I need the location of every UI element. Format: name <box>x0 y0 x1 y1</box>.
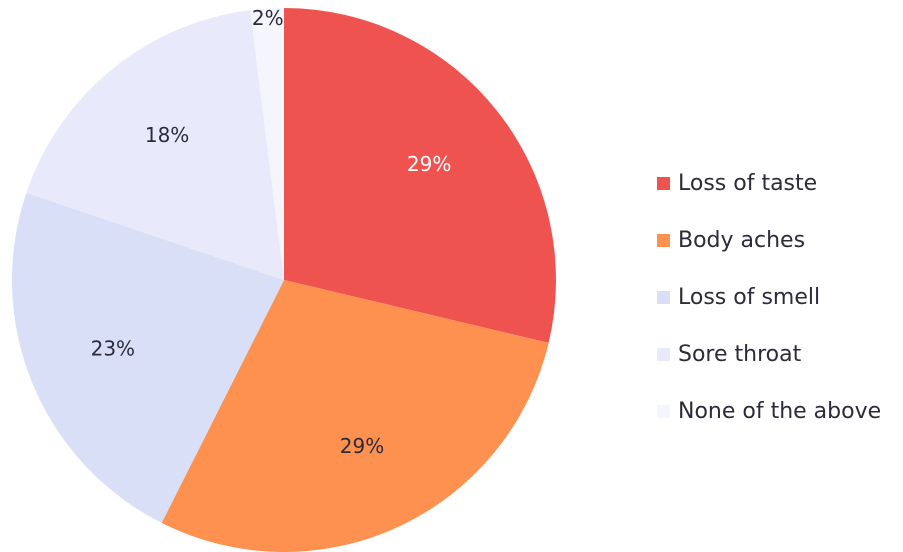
slice-label: 29% <box>407 152 451 176</box>
legend-text: Sore throat <box>678 342 802 367</box>
slice-label: 2% <box>252 6 284 30</box>
legend-swatch <box>657 234 670 247</box>
slice-label: 29% <box>340 434 384 458</box>
legend-swatch <box>657 405 670 418</box>
slice-label: 18% <box>145 123 189 147</box>
legend-text: Loss of taste <box>678 171 817 196</box>
legend-text: Body aches <box>678 228 805 253</box>
pie-slice <box>250 8 284 280</box>
pie-slice <box>161 280 549 552</box>
legend-swatch <box>657 291 670 304</box>
slice-label: 23% <box>91 337 135 361</box>
legend-text: None of the above <box>678 399 881 424</box>
legend-swatch <box>657 348 670 361</box>
legend-text: Loss of smell <box>678 285 820 310</box>
pie-slice <box>11 192 285 523</box>
pie-slice <box>26 10 285 280</box>
legend-swatch <box>657 177 670 190</box>
pie-slice <box>284 8 556 343</box>
